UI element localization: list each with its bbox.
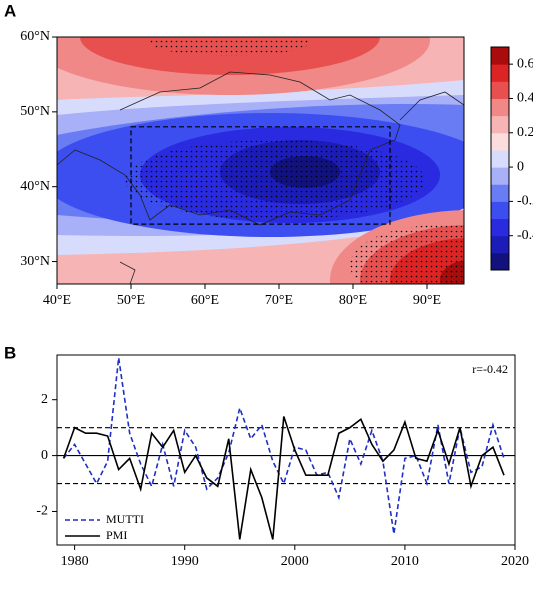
colorbar-tick-label: 0.6 (517, 56, 533, 71)
colorbar-bin (491, 98, 509, 117)
region-box (130, 126, 391, 225)
colorbar-tick-label: 0 (517, 159, 524, 174)
colorbar-bin (491, 252, 509, 271)
x-tick-label: 2020 (501, 554, 529, 569)
colorbar-tick-label: 0.4 (517, 91, 533, 106)
y-tick-label: 50°N (20, 104, 50, 119)
panel-label: B (4, 343, 16, 362)
colorbar-bin (491, 201, 509, 220)
series-line (62, 357, 505, 534)
colorbar-tick-label: -0.4 (517, 228, 533, 243)
colorbar-bin (491, 81, 509, 99)
plot-frame (56, 354, 516, 546)
colorbar-bin (491, 184, 509, 202)
x-tick-label: 60°E (191, 293, 219, 308)
y-tick-label: 0 (41, 448, 48, 463)
legend-label: PMI (106, 528, 127, 542)
colorbar-bin (491, 218, 509, 237)
x-tick-label: 40°E (43, 293, 71, 308)
colorbar-tick-label: 0.2 (517, 125, 533, 140)
x-tick-label: 1990 (171, 554, 199, 569)
colorbar-bin (491, 64, 509, 82)
x-tick-label: 2010 (391, 554, 419, 569)
colorbar-frame (490, 46, 510, 271)
y-tick-label: 30°N (20, 254, 50, 269)
colorbar-bin (491, 235, 509, 254)
colorbar-bin (491, 132, 509, 151)
colorbar-bin (491, 149, 509, 168)
y-tick-label: 40°N (20, 179, 50, 194)
x-tick-label: 50°E (117, 293, 145, 308)
y-tick-label: 2 (41, 392, 48, 407)
legend-label: MUTTI (106, 512, 144, 526)
map-frame (56, 36, 465, 285)
x-tick-label: 1980 (61, 554, 89, 569)
y-tick-label: 60°N (20, 29, 50, 44)
x-tick-label: 70°E (265, 293, 293, 308)
series-line (62, 416, 505, 540)
colorbar-bin (491, 47, 509, 65)
x-tick-label: 2000 (281, 554, 309, 569)
colorbar-bin (491, 115, 509, 134)
x-tick-label: 90°E (413, 293, 441, 308)
y-tick-label: -2 (36, 504, 48, 519)
colorbar-tick-label: -0.2 (517, 194, 533, 209)
colorbar-bin (491, 167, 509, 185)
panel-label: A (4, 1, 16, 20)
annotation: r=-0.42 (472, 362, 508, 376)
contour-field (57, 37, 464, 284)
x-tick-label: 80°E (339, 293, 367, 308)
